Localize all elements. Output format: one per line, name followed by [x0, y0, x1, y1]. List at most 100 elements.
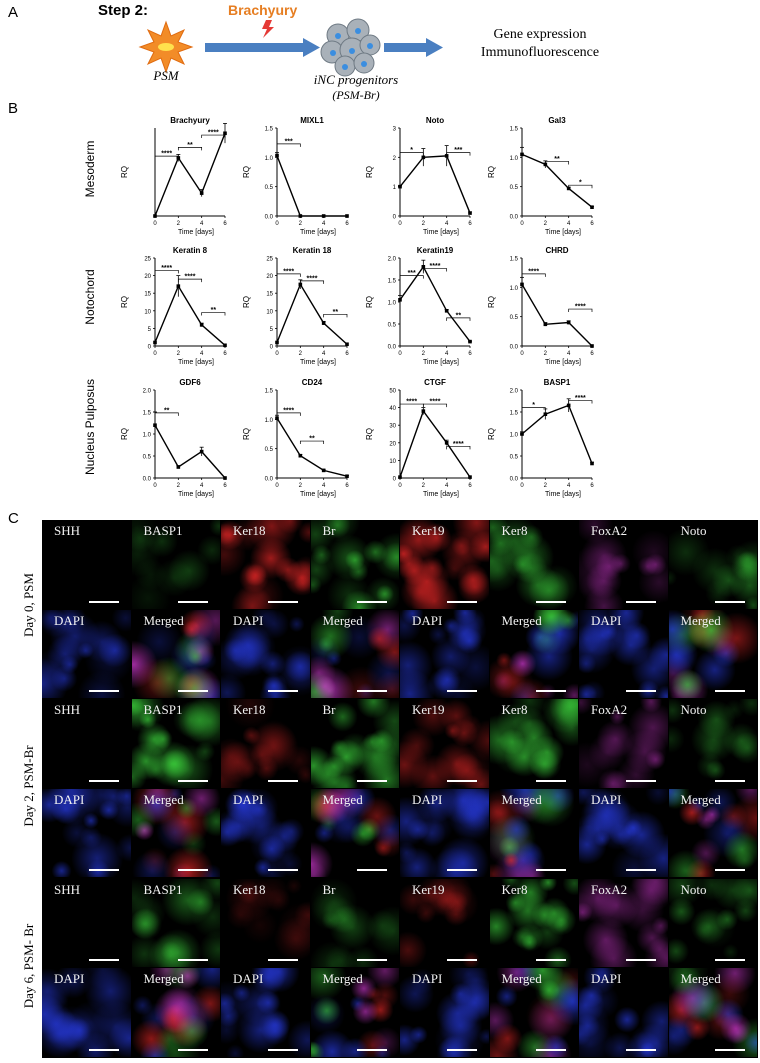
x-axis-label: Time [days] [423, 359, 459, 366]
scale-bar [446, 690, 477, 692]
x-tick-label: 4 [200, 483, 204, 489]
y-tick-label: 3 [393, 127, 397, 133]
x-axis-label: Time [days] [300, 359, 336, 366]
y-tick-label: 1.0 [265, 418, 274, 424]
data-point [298, 282, 303, 287]
y-tick-label: 0 [148, 345, 152, 351]
scale-bar [88, 600, 119, 603]
micrograph-tile-ker19: Ker19 [400, 520, 489, 609]
significance-label: * [579, 180, 582, 187]
scale-bar [178, 600, 208, 603]
y-tick-label: 5 [270, 327, 274, 333]
micrograph-label: Merged [501, 791, 542, 807]
micrograph-tile-shh: SHH [42, 699, 131, 788]
significance-label: **** [430, 399, 441, 406]
micrograph-tile-dapi: DAPI [400, 609, 489, 698]
micrograph-label: Ker8 [501, 881, 528, 897]
significance-label: **** [528, 268, 539, 275]
y-tick-label: 15 [266, 292, 273, 298]
significance-label: ** [164, 407, 170, 414]
x-tick-label: 4 [200, 221, 204, 227]
x-axis-label: Time [days] [178, 359, 214, 366]
micrograph-tile-noto: Noto [668, 699, 757, 788]
significance-bracket [422, 403, 448, 408]
scale-bar [88, 779, 119, 782]
data-point [345, 342, 349, 347]
significance-bracket [446, 152, 471, 156]
data-point [590, 461, 594, 466]
y-tick-label: 0.5 [143, 455, 152, 461]
significance-bracket [323, 313, 348, 318]
y-axis-label: RQ [365, 428, 374, 440]
micrograph-tile-dapi: DAPI [400, 788, 489, 878]
x-tick-label: 0 [398, 221, 402, 227]
panel-c-micrographs: SHH BASP1 DAPI Merged Ker18 Br DAPI Merged Ker19… [42, 520, 758, 1058]
micrograph-tile-dapi: DAPI [579, 609, 668, 698]
y-tick-label: 0.0 [510, 215, 519, 221]
micrograph-label: DAPI [233, 612, 264, 628]
panel-b-letter: B [8, 100, 19, 117]
micrograph-tile-merged: Merged [489, 609, 578, 698]
x-tick-label: 0 [275, 351, 279, 357]
significance-label: ** [309, 436, 315, 443]
x-tick-label: 0 [520, 351, 524, 357]
micrograph-label: DAPI [54, 791, 85, 807]
output-line-2: Immunofluorescence [480, 45, 600, 60]
scale-bar [88, 869, 119, 872]
micrograph-tile-dapi: DAPI [221, 609, 310, 698]
scale-bar [715, 690, 745, 692]
significance-label: **** [208, 130, 219, 137]
output-line-1: Gene expression [493, 27, 587, 42]
progenitor-label-line2: (PSM-Br) [332, 88, 380, 102]
micrograph-label: Ker8 [501, 702, 528, 718]
arrow-2-head [426, 38, 443, 57]
micrograph-label: SHH [54, 523, 81, 538]
y-tick-label: 0.5 [265, 185, 274, 191]
significance-bracket [276, 273, 301, 277]
micrograph-tile-dapi: DAPI [400, 968, 489, 1057]
y-tick-label: 1.5 [265, 127, 274, 133]
significance-label: * [532, 402, 535, 409]
x-tick-label: 2 [299, 351, 303, 357]
data-point [590, 344, 594, 348]
significance-label: **** [307, 275, 318, 282]
significance-bracket [568, 184, 593, 189]
micrograph-label: Merged [143, 971, 184, 987]
y-axis-label: RQ [242, 428, 251, 440]
scale-bar [625, 600, 656, 603]
data-point [444, 441, 449, 445]
chart-title: Keratin 18 [293, 246, 332, 255]
x-tick-label: 4 [445, 351, 449, 357]
significance-label: **** [575, 395, 586, 402]
micrograph-tile-dapi: DAPI [221, 788, 310, 878]
micrograph-label: DAPI [54, 971, 85, 987]
x-tick-label: 2 [422, 221, 426, 227]
progenitor-cluster-icon [320, 18, 381, 77]
significance-bracket [422, 268, 448, 272]
micrograph-label: DAPI [233, 971, 264, 987]
x-axis-label: Time [days] [423, 229, 459, 236]
data-point [199, 191, 204, 195]
significance-bracket [177, 278, 203, 283]
y-tick-label: 0.5 [265, 447, 274, 453]
micrograph-label: Merged [680, 612, 721, 628]
micrograph-tile-merged: Merged [131, 968, 220, 1057]
significance-bracket [399, 152, 424, 156]
micrograph-label: DAPI [591, 791, 622, 807]
micrograph-label: DAPI [412, 612, 443, 628]
chart-mixl1: MIXL1 0.0 0.5 1.0 1.5 0 2 4 6 Time [days] RQ *** [242, 116, 349, 236]
chart-title: BASP1 [544, 378, 571, 387]
x-tick-label: 6 [345, 483, 349, 489]
data-point [153, 340, 157, 345]
scale-bar [536, 779, 566, 782]
significance-label: **** [161, 151, 172, 158]
y-tick-label: 2.0 [510, 389, 519, 395]
data-point [520, 152, 524, 157]
micrograph-tile-noto: Noto [668, 878, 757, 968]
y-axis-label: RQ [365, 166, 374, 178]
micrograph-tile-merged: Merged [668, 788, 757, 878]
micrograph-label: Merged [501, 612, 542, 628]
scale-bar [625, 779, 656, 782]
